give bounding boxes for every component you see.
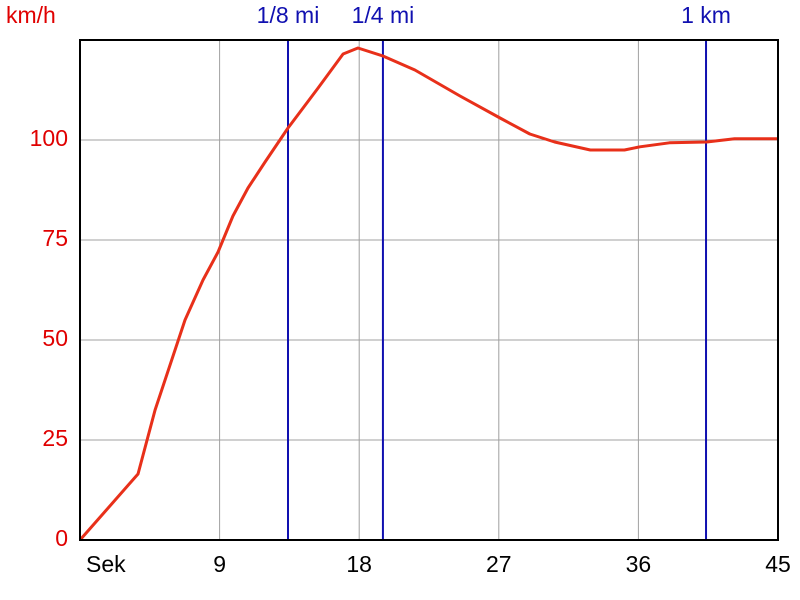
x-tick-label: 27 <box>486 551 512 577</box>
y-tick-label: 25 <box>42 425 68 451</box>
y-tick-label: 0 <box>55 525 68 551</box>
distance-marker-label: 1/4 mi <box>352 2 415 28</box>
y-axis-label: km/h <box>6 2 56 28</box>
x-tick-label: 36 <box>626 551 652 577</box>
distance-marker-label: 1/8 mi <box>257 2 320 28</box>
y-tick-label: 50 <box>42 325 68 351</box>
x-tick-label: 18 <box>346 551 372 577</box>
speed-line <box>78 46 778 541</box>
y-tick-label: 100 <box>30 125 68 151</box>
y-tick-label: 75 <box>42 225 68 251</box>
x-tick-label: 9 <box>213 551 226 577</box>
x-tick-label: Sek <box>86 551 126 577</box>
x-tick-label: 45 <box>765 551 791 577</box>
distance-marker-label: 1 km <box>681 2 731 28</box>
plot-frame <box>79 39 779 541</box>
